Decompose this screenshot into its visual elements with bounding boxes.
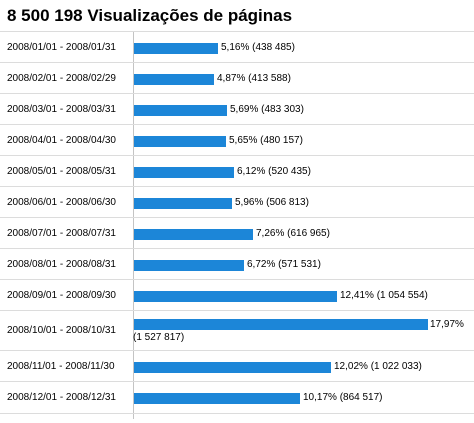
bar-chart: 2008/01/01 - 2008/01/31 5,16% (438 485) 20…: [0, 31, 474, 423]
chart-row: 2008/02/01 - 2008/02/29 4,87% (413 588): [0, 62, 474, 94]
category-label: 2008/06/01 - 2008/06/30: [7, 197, 116, 208]
count-label: (520 435): [268, 166, 311, 177]
category-label: 2008/09/01 - 2008/09/30: [7, 290, 116, 301]
chart-axis: [133, 31, 134, 419]
chart-row: 2008/08/01 - 2008/08/31 6,72% (571 531): [0, 248, 474, 280]
count-label: (483 303): [261, 104, 304, 115]
count-label: (413 588): [248, 73, 291, 84]
category-label: 2008/11/01 - 2008/11/30: [7, 361, 115, 372]
count-label: (1 022 033): [370, 361, 422, 372]
value-label: 5,96% (506 813): [235, 197, 309, 209]
value-label: 10,17% (864 517): [303, 392, 383, 404]
percent-label: 4,87%: [217, 73, 246, 84]
category-label: 2008/07/01 - 2008/07/31: [7, 228, 116, 239]
count-label: (864 517): [339, 392, 383, 403]
chart-row: 2008/07/01 - 2008/07/31 7,26% (616 965): [0, 217, 474, 249]
data-bar: [134, 291, 337, 302]
data-bar: [134, 393, 300, 404]
data-bar: [134, 229, 253, 240]
percent-label: 6,12%: [237, 166, 266, 177]
count-label: (1 527 817): [133, 332, 185, 343]
percent-label: 10,17%: [303, 392, 337, 403]
percent-label: 6,72%: [247, 259, 276, 270]
category-label: 2008/10/01 - 2008/10/31: [7, 325, 116, 336]
value-label: 4,87% (413 588): [217, 73, 291, 85]
percent-label: 17,97%: [430, 319, 464, 330]
count-label: (506 813): [266, 197, 309, 208]
data-bar: [134, 43, 218, 54]
category-label: 2008/02/01 - 2008/02/29: [7, 73, 116, 84]
percent-label: 5,69%: [230, 104, 259, 115]
data-bar: [134, 74, 214, 85]
value-label: 6,12% (520 435): [237, 166, 311, 178]
chart-row: 2008/03/01 - 2008/03/31 5,69% (483 303): [0, 93, 474, 125]
count-label: (480 157): [260, 135, 303, 146]
chart-row: 2008/06/01 - 2008/06/30 5,96% (506 813): [0, 186, 474, 218]
percent-label: 5,16%: [221, 42, 250, 53]
count-label: (571 531): [278, 259, 321, 270]
chart-row: 2008/04/01 - 2008/04/30 5,65% (480 157): [0, 124, 474, 156]
percent-label: 12,02%: [334, 361, 368, 372]
value-label: 6,72% (571 531): [247, 259, 321, 271]
chart-row: 2008/11/01 - 2008/11/30 12,02% (1 022 033…: [0, 350, 474, 382]
data-bar: [134, 362, 331, 373]
chart-row: 2008/12/01 - 2008/12/31 10,17% (864 517): [0, 381, 474, 414]
value-label: 7,26% (616 965): [256, 228, 330, 240]
value-label: 5,16% (438 485): [221, 42, 295, 54]
count-label: (438 485): [252, 42, 295, 53]
category-label: 2008/08/01 - 2008/08/31: [7, 259, 116, 270]
data-bar: [134, 260, 244, 271]
value-label: 12,02% (1 022 033): [334, 361, 422, 373]
chart-row: 2008/10/01 - 2008/10/31 17,97% (1 527 817): [0, 310, 474, 351]
chart-row: 2008/05/01 - 2008/05/31 6,12% (520 435): [0, 155, 474, 187]
category-label: 2008/04/01 - 2008/04/30: [7, 135, 116, 146]
chart-row: 2008/09/01 - 2008/09/30 12,41% (1 054 554…: [0, 279, 474, 311]
page-title: 8 500 198 Visualizações de páginas: [7, 6, 293, 25]
category-label: 2008/12/01 - 2008/12/31: [7, 392, 116, 403]
count-label: (1 054 554): [376, 290, 428, 301]
category-label: 2008/01/01 - 2008/01/31: [7, 42, 116, 53]
data-bar: [134, 136, 226, 147]
count-label: (616 965): [287, 228, 330, 239]
percent-label: 5,96%: [235, 197, 264, 208]
category-label: 2008/03/01 - 2008/03/31: [7, 104, 116, 115]
percent-label: 5,65%: [229, 135, 258, 146]
chart-row: 2008/01/01 - 2008/01/31 5,16% (438 485): [0, 31, 474, 63]
value-label: 5,69% (483 303): [230, 104, 304, 116]
data-bar: [134, 319, 428, 330]
percent-label: 12,41%: [340, 290, 374, 301]
data-bar: [134, 167, 234, 178]
value-label: 12,41% (1 054 554): [340, 290, 428, 302]
value-label: 5,65% (480 157): [229, 135, 303, 147]
data-bar: [134, 198, 232, 209]
data-bar: [134, 105, 227, 116]
percent-label: 7,26%: [256, 228, 285, 239]
category-label: 2008/05/01 - 2008/05/31: [7, 166, 116, 177]
